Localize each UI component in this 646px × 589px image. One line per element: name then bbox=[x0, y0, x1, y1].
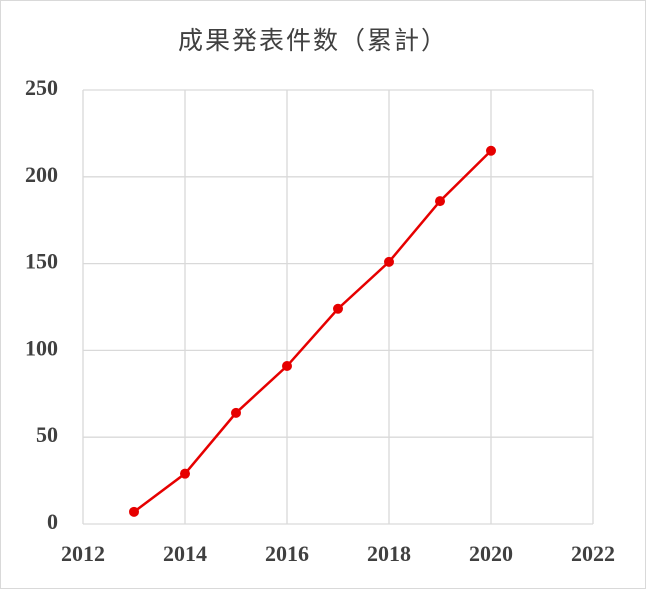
point bbox=[486, 145, 496, 156]
x-tick-label: 2012 bbox=[61, 541, 105, 566]
x-tick-label: 2016 bbox=[265, 541, 309, 566]
point bbox=[180, 468, 190, 479]
y-tick-label: 50 bbox=[36, 422, 58, 447]
y-tick-label: 0 bbox=[47, 509, 58, 534]
x-tick-label: 2014 bbox=[163, 541, 207, 566]
x-tick-label: 2022 bbox=[571, 541, 615, 566]
y-tick-label: 250 bbox=[25, 75, 58, 100]
point bbox=[231, 407, 241, 418]
line bbox=[133, 149, 492, 513]
point bbox=[435, 196, 445, 207]
y-tick-label: 200 bbox=[25, 162, 58, 187]
y-tick-label: 100 bbox=[25, 335, 58, 360]
point bbox=[129, 506, 139, 517]
point bbox=[384, 256, 394, 267]
x-tick-label: 2018 bbox=[367, 541, 411, 566]
x-tick-label: 2020 bbox=[469, 541, 513, 566]
chart-title: 成果発表件数（累計） bbox=[178, 26, 448, 55]
point bbox=[282, 361, 292, 372]
y-tick-label: 150 bbox=[25, 249, 58, 274]
point bbox=[333, 303, 343, 314]
